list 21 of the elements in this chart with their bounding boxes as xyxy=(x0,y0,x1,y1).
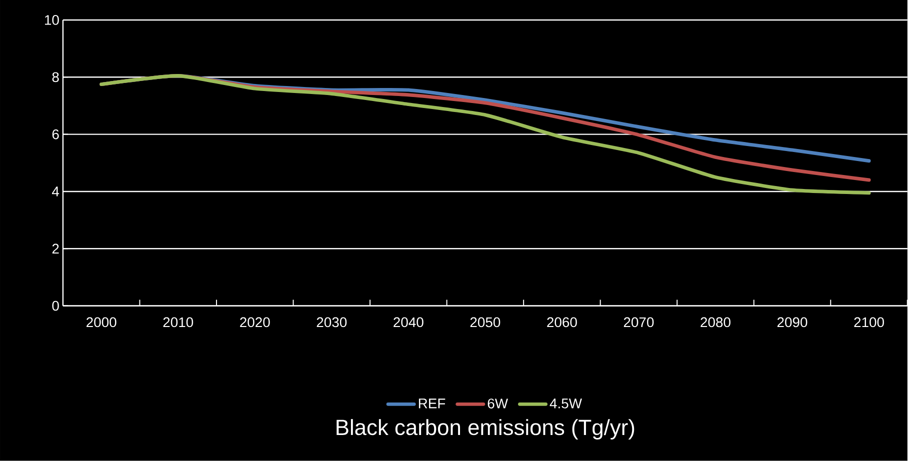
x-tick-label: 2040 xyxy=(394,317,424,328)
x-tick-label: 2100 xyxy=(854,317,884,328)
x-tick-label: 2070 xyxy=(624,317,654,328)
y-tick-label: 6 xyxy=(52,130,59,140)
x-tick-label: 2080 xyxy=(700,317,730,328)
x-tick-label: 2060 xyxy=(547,317,577,328)
y-tick-label: 0 xyxy=(52,301,59,311)
y-tick-label: 10 xyxy=(45,15,59,26)
legend-label: REF xyxy=(418,398,446,408)
y-tick-label: 8 xyxy=(52,72,59,82)
x-tick-label: 2010 xyxy=(163,317,194,328)
x-tick-label: 2050 xyxy=(470,317,500,328)
x-tick-label: 2000 xyxy=(86,317,116,328)
y-tick-label: 2 xyxy=(52,244,59,254)
x-tick-label: 2020 xyxy=(240,317,270,328)
text: Black carbon emissions (Tg/yr) xyxy=(336,419,634,440)
x-tick-label: 2090 xyxy=(777,317,808,328)
y-tick-label: 4 xyxy=(52,186,60,196)
legend-label: 6W xyxy=(488,398,508,409)
x-tick-label: 2030 xyxy=(316,317,347,328)
legend-label: 4.5W xyxy=(550,398,582,409)
